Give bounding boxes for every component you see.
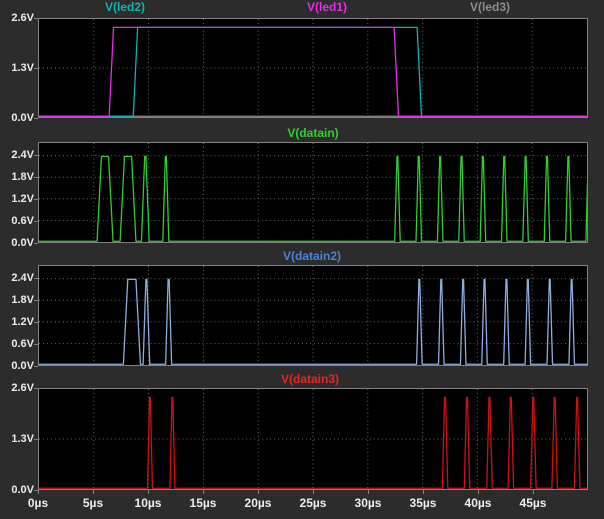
- x-axis-label-5-s: 5µs: [82, 496, 104, 510]
- grid-lines: [39, 389, 587, 489]
- pane-4-trace-labels-row: V(datain3): [0, 372, 604, 386]
- y-axis-label-pane1: 0.0V: [11, 112, 34, 124]
- trace-label-v-led2[interactable]: V(led2): [104, 0, 146, 14]
- pane-1-trace-labels-row: V(led2) V(led1) V(led3): [0, 0, 604, 14]
- plot-pane-1[interactable]: [38, 18, 588, 118]
- plot-pane-3[interactable]: [38, 265, 588, 366]
- plot-pane-2[interactable]: [38, 142, 588, 243]
- y-axis-tick: [34, 177, 38, 178]
- y-axis-tick: [34, 243, 38, 244]
- y-axis-tick: [34, 490, 38, 491]
- trace-v-datain2: [39, 278, 587, 365]
- trace-v-led1: [39, 26, 587, 117]
- x-axis-tick: [38, 490, 39, 494]
- y-axis-label-pane4: 2.6V: [11, 382, 34, 394]
- pane-3-trace-labels-row: V(datain2): [0, 249, 604, 263]
- pane-2-trace-labels-row: V(datain): [0, 126, 604, 140]
- y-axis-tick: [34, 388, 38, 389]
- y-axis-label-pane3: 2.4V: [11, 271, 34, 284]
- x-axis-tick: [533, 490, 534, 494]
- y-axis-tick: [34, 68, 38, 69]
- y-axis-label-pane2: 2.4V: [11, 148, 34, 161]
- x-axis-tick: [203, 490, 204, 494]
- y-axis-tick: [34, 221, 38, 222]
- x-axis-tick: [423, 490, 424, 494]
- x-axis-label-45-s: 45µs: [519, 496, 547, 510]
- y-axis-tick: [34, 344, 38, 345]
- x-axis-label-30-s: 30µs: [354, 496, 382, 510]
- x-axis-label-20-s: 20µs: [244, 496, 272, 510]
- trace-v-led2: [39, 26, 587, 117]
- trace-v-datain: [39, 155, 587, 242]
- x-axis-tick: [93, 490, 94, 494]
- y-axis-label-pane2: 1.2V: [11, 192, 34, 205]
- y-axis-tick: [34, 300, 38, 301]
- y-axis-label-pane4: 0.0V: [11, 484, 34, 496]
- x-axis-label-25-s: 25µs: [299, 496, 327, 510]
- trace-label-v-datain2[interactable]: V(datain2): [282, 249, 342, 263]
- plot-pane-4[interactable]: [38, 388, 588, 490]
- y-axis-tick: [34, 439, 38, 440]
- y-axis-label-pane2: 1.8V: [11, 170, 34, 183]
- y-axis-tick: [34, 366, 38, 367]
- x-axis-label-15-s: 15µs: [189, 496, 217, 510]
- trace-label-v-datain3[interactable]: V(datain3): [280, 372, 340, 386]
- trace-label-v-led3[interactable]: V(led3): [469, 0, 511, 14]
- y-axis-tick: [34, 18, 38, 19]
- x-axis-label-10-s: 10µs: [134, 496, 162, 510]
- grid-lines: [39, 143, 587, 242]
- x-axis-tick: [258, 490, 259, 494]
- trace-label-v-led1[interactable]: V(led1): [306, 0, 348, 14]
- y-axis-label-pane3: 0.6V: [11, 337, 34, 350]
- trace-label-v-datain[interactable]: V(datain): [287, 126, 339, 140]
- y-axis-label-pane2: 0.6V: [11, 214, 34, 227]
- x-axis-tick: [478, 490, 479, 494]
- y-axis-label-pane1: 1.3V: [11, 62, 34, 74]
- y-axis-tick: [34, 322, 38, 323]
- y-axis-label-pane2: 0.0V: [11, 237, 34, 249]
- y-axis-label-pane3: 1.8V: [11, 293, 34, 306]
- x-axis-tick: [313, 490, 314, 494]
- y-axis-tick: [34, 278, 38, 279]
- y-axis-tick: [34, 118, 38, 119]
- y-axis-label-pane1: 2.6V: [11, 12, 34, 24]
- grid-lines: [39, 19, 587, 117]
- trace-v-datain3: [39, 396, 587, 489]
- grid-lines: [39, 266, 587, 365]
- y-axis-tick: [34, 155, 38, 156]
- y-axis-label-pane3: 0.0V: [11, 360, 34, 372]
- x-axis-label-40-s: 40µs: [464, 496, 492, 510]
- x-axis-tick: [148, 490, 149, 494]
- x-axis-label-0-s: 0µs: [27, 496, 49, 510]
- y-axis-label-pane3: 1.2V: [11, 315, 34, 328]
- x-axis-tick: [368, 490, 369, 494]
- x-axis-label-35-s: 35µs: [409, 496, 437, 510]
- y-axis-tick: [34, 199, 38, 200]
- y-axis-label-pane4: 1.3V: [11, 433, 34, 445]
